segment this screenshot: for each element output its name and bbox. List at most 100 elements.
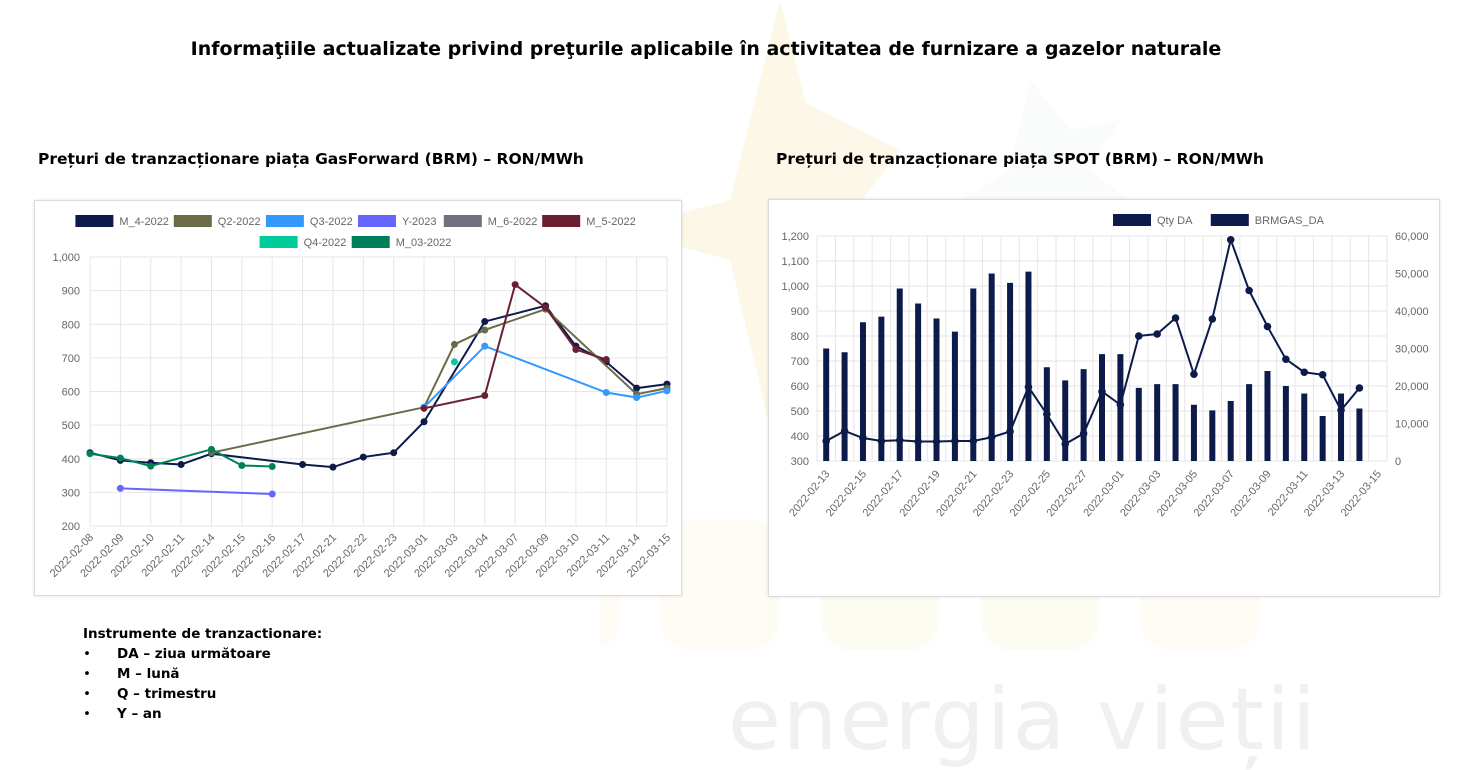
bar xyxy=(933,318,940,461)
bar xyxy=(841,352,848,461)
series-line xyxy=(89,304,668,469)
data-point xyxy=(420,418,428,426)
data-point xyxy=(268,462,276,470)
y-tick-label: 300 xyxy=(62,487,80,499)
data-point xyxy=(1245,286,1253,295)
data-point xyxy=(450,358,458,366)
legend-swatch xyxy=(351,236,390,248)
y-right-tick-label: 40,000 xyxy=(1395,306,1429,318)
legend-label: M_5-2022 xyxy=(586,216,636,228)
bar xyxy=(1264,371,1271,461)
data-point xyxy=(1282,355,1290,364)
bar xyxy=(1062,380,1069,461)
spot-chart: 300 400 500 600 700 800 900 1,000 1,100 1,200 0 10,… xyxy=(781,214,1429,519)
instrument-item-y: Y – an xyxy=(83,704,322,724)
data-point xyxy=(390,449,398,457)
data-point xyxy=(1355,384,1364,392)
y-right-tick-label: 20,000 xyxy=(1395,381,1429,393)
y-left-tick-label: 800 xyxy=(791,331,809,343)
bar xyxy=(1209,410,1216,461)
data-point xyxy=(329,463,337,471)
data-point xyxy=(1171,314,1180,322)
y-tick-label: 200 xyxy=(62,521,80,533)
data-point xyxy=(859,434,867,442)
legend-label: Q2-2022 xyxy=(218,216,261,228)
data-point xyxy=(481,326,489,334)
data-point xyxy=(572,345,580,353)
y-left-tick-label: 400 xyxy=(791,431,809,443)
data-point xyxy=(86,450,94,458)
data-point xyxy=(268,490,276,498)
legend-label: M_03-2022 xyxy=(396,237,452,249)
data-point xyxy=(299,460,307,468)
data-point xyxy=(511,281,519,289)
bar xyxy=(1338,393,1345,461)
data-point xyxy=(1024,383,1033,391)
data-point xyxy=(663,387,671,395)
bar xyxy=(1301,393,1308,461)
bar xyxy=(1172,384,1179,461)
data-point xyxy=(602,389,610,397)
spot-chart-panel: 300 400 500 600 700 800 900 1,000 1,100 1,200 0 10,… xyxy=(768,199,1440,597)
data-point xyxy=(895,436,904,445)
bar xyxy=(878,316,885,461)
data-point xyxy=(1337,406,1345,415)
bar xyxy=(1356,408,1363,461)
data-point xyxy=(1079,429,1088,438)
y-left-tick-label: 300 xyxy=(791,456,809,468)
bar xyxy=(1319,416,1326,461)
legend-swatch xyxy=(173,215,212,227)
bar xyxy=(1154,384,1161,461)
legend-swatch xyxy=(1113,214,1151,226)
bar xyxy=(1099,354,1105,461)
data-point xyxy=(1226,235,1235,244)
legend-swatch xyxy=(75,215,114,227)
data-point xyxy=(1153,330,1161,338)
legend-label: BRMGAS_DA xyxy=(1255,215,1325,227)
legend-swatch xyxy=(358,215,396,227)
y-left-tick-label: 1,100 xyxy=(781,256,809,268)
y-right-tick-label: 0 xyxy=(1395,456,1401,468)
data-point xyxy=(951,437,959,445)
series-line xyxy=(423,282,607,410)
instrument-item-m: M – lună xyxy=(83,664,322,684)
data-point xyxy=(481,392,489,400)
instrument-item-q: Q – trimestru xyxy=(83,684,322,704)
y-right-tick-label: 30,000 xyxy=(1395,344,1429,356)
legend-label: Y-2023 xyxy=(402,216,436,228)
data-point xyxy=(840,427,849,435)
data-point xyxy=(1134,332,1143,340)
left-chart-title: Prețuri de tranzacționare piața GasForwa… xyxy=(38,150,584,168)
legend-swatch xyxy=(443,215,482,227)
y-tick-label: 700 xyxy=(62,353,80,365)
bar xyxy=(1190,404,1197,461)
data-point xyxy=(1098,387,1106,396)
bar xyxy=(1227,401,1234,461)
data-point xyxy=(116,454,124,462)
y-left-tick-label: 700 xyxy=(791,356,809,368)
y-right-tick-label: 60,000 xyxy=(1395,231,1429,243)
data-point xyxy=(542,303,550,311)
data-point xyxy=(633,394,641,402)
y-right-tick-label: 50,000 xyxy=(1395,269,1429,281)
data-point xyxy=(969,437,978,445)
y-tick-label: 600 xyxy=(62,387,80,399)
bar xyxy=(1025,271,1032,461)
bar xyxy=(1007,282,1014,461)
data-point xyxy=(633,384,641,392)
legend-label: Q3-2022 xyxy=(310,216,353,228)
legend-swatch xyxy=(1210,214,1249,226)
y-left-tick-label: 1,000 xyxy=(781,281,809,293)
data-point xyxy=(238,461,246,469)
legend-label: M_6-2022 xyxy=(488,216,538,228)
data-point xyxy=(359,453,367,461)
data-point xyxy=(914,437,922,446)
bar xyxy=(896,288,903,461)
series-line xyxy=(120,487,273,496)
data-point xyxy=(1116,400,1125,409)
y-left-tick-label: 1,200 xyxy=(781,231,809,243)
y-tick-label: 400 xyxy=(62,454,80,466)
bar xyxy=(1080,369,1087,461)
y-tick-label: 800 xyxy=(62,319,80,331)
bar xyxy=(1282,386,1289,461)
